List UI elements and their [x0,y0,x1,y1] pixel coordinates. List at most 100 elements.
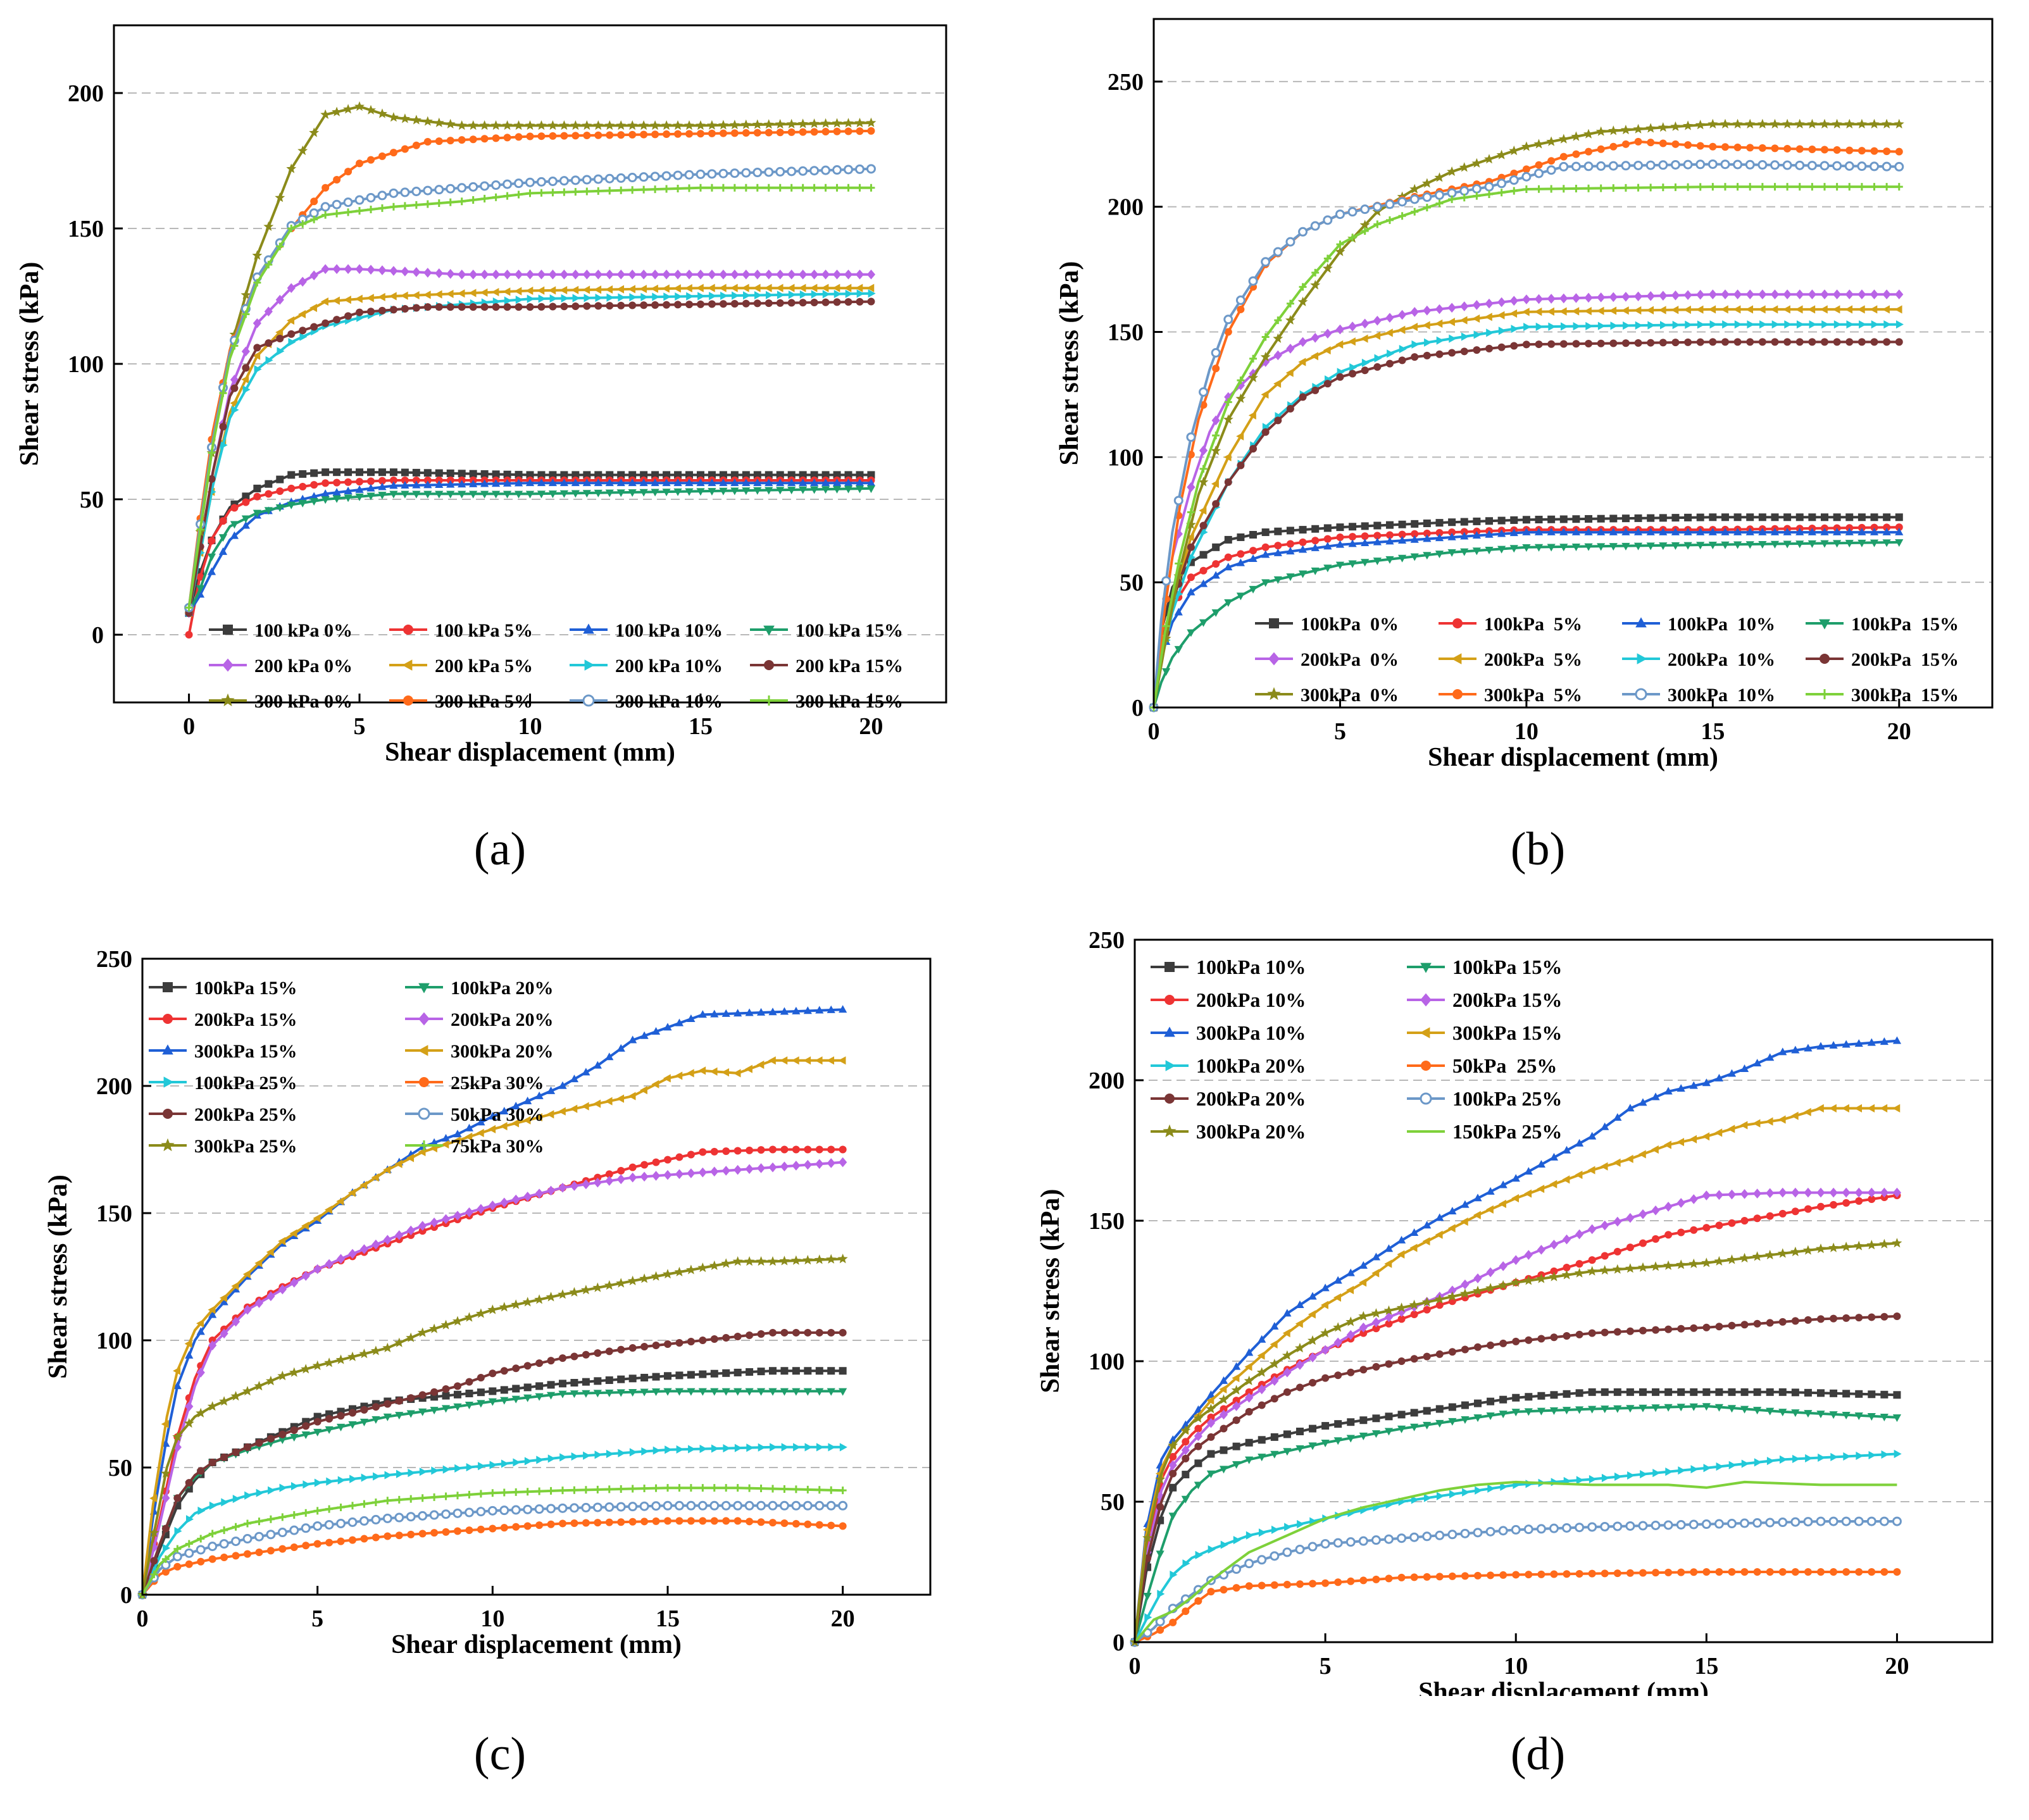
data-point [1728,1568,1736,1576]
data-point [1696,542,1705,550]
data-point [1249,585,1258,594]
data-point [299,220,307,228]
data-point [662,489,671,497]
data-point [535,1487,544,1495]
data-point [454,1464,463,1473]
data-point [1866,1240,1877,1250]
data-point [559,490,568,498]
data-point [571,188,580,196]
data-point [592,1502,602,1512]
data-point [536,1455,544,1464]
data-point [1460,1217,1468,1226]
legend-marker [1268,652,1280,666]
data-point [1659,542,1668,551]
data-point [1361,538,1370,546]
data-point [423,303,432,311]
data-point [1232,1564,1242,1574]
data-point [779,1500,789,1511]
data-point [208,475,216,483]
data-point [827,1328,835,1337]
panel-label-d: (d) [1510,1728,1566,1780]
data-point [1549,1239,1559,1250]
data-point [310,323,318,331]
data-point [1597,184,1605,192]
data-point [571,132,580,140]
data-point [299,332,308,341]
data-point [1882,289,1891,299]
data-point [1893,1568,1901,1576]
data-point [1857,305,1865,314]
data-point [780,1328,789,1337]
data-point [696,169,706,179]
data-point [1498,327,1506,335]
data-point [616,1389,625,1397]
data-point [1497,545,1506,554]
data-point [546,1504,556,1514]
data-point [685,130,694,138]
legend-label: 75kPa 30% [451,1136,544,1157]
data-point [582,478,591,487]
data-point [1311,268,1320,277]
legend-item: 100kPa 20% [405,978,554,999]
data-point [480,490,489,499]
data-point [1857,147,1866,155]
data-point [1664,1087,1673,1095]
data-point [698,1010,707,1018]
data-point [1665,1468,1673,1476]
data-point [802,1255,813,1265]
legend-label: 100kPa 15% [1452,956,1562,978]
data-point [675,1371,684,1380]
data-point [815,1145,823,1154]
data-point [1283,1309,1292,1317]
data-point [815,1367,823,1375]
data-point [1575,1389,1583,1397]
data-point [1571,161,1581,171]
data-point [1892,1238,1902,1248]
data-point [1671,306,1679,315]
data-point [349,1502,356,1510]
data-point [503,134,511,142]
data-point [277,1528,287,1538]
data-point [464,1312,475,1322]
data-point [469,479,478,487]
data-point [266,1248,274,1257]
data-point [776,184,784,192]
data-point [1563,1332,1571,1340]
legend-label: 100kPa 0% [1301,614,1399,635]
series-10 [1130,1516,1902,1647]
data-point [408,1468,416,1478]
legend-item: 200kPa 10% [1151,988,1306,1011]
data-point [1716,1462,1724,1471]
data-point [537,302,546,311]
data-point [400,187,410,197]
data-point [256,1488,264,1497]
data-point [500,1107,509,1114]
data-point [652,1342,660,1350]
data-point [1349,370,1357,378]
data-point [1720,118,1730,128]
data-point [355,264,364,274]
data-point [1740,1568,1749,1576]
data-point [1295,1544,1305,1554]
data-point [734,1517,742,1525]
y-tick-label: 0 [92,622,104,649]
data-point [1559,527,1568,535]
legend-item: 300 kPa 15% [750,691,903,712]
data-point [1534,544,1544,552]
y-tick-label: 150 [1089,1208,1125,1235]
data-point [1833,540,1842,548]
data-point [641,1447,649,1456]
data-point [1833,320,1842,329]
data-point [513,120,524,130]
data-point [792,1519,800,1528]
data-point [488,1398,497,1406]
data-point [1753,1188,1762,1199]
legend-label: 200kPa 15% [1452,988,1562,1011]
data-point [477,1388,485,1397]
data-point [276,487,284,496]
data-point [570,1519,578,1527]
data-point [1397,325,1406,334]
data-point [241,346,250,357]
data-point [1295,1428,1304,1435]
data-point [476,1507,486,1517]
